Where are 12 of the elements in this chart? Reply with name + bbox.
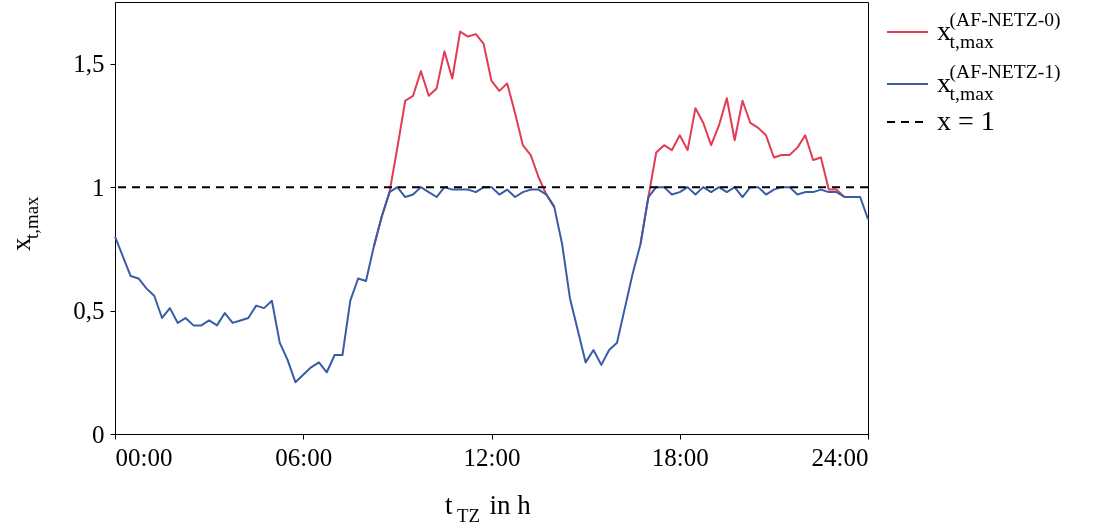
x-tick-label: 18:00 [651, 443, 709, 471]
x-tick-label: 00:00 [115, 443, 173, 471]
x-tick-label: 12:00 [463, 443, 521, 471]
y-axis-title: xt,max [6, 195, 43, 252]
y-tick-label: 1 [92, 173, 105, 201]
x-tick-label: 06:00 [275, 443, 333, 471]
y-tick-label: 0 [92, 420, 105, 448]
y-tick-label: 0,5 [73, 297, 105, 325]
legend-label: x = 1 [937, 105, 995, 136]
line-series [114, 186, 869, 384]
y-tick-label: 1,5 [73, 50, 105, 78]
x-tick-label: 24:00 [811, 443, 869, 471]
